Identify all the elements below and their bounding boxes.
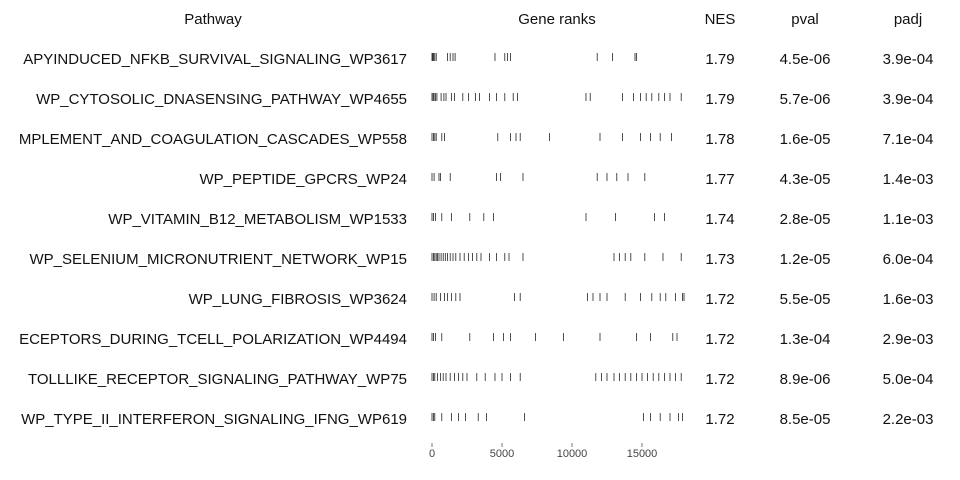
- pathway-name: WP_SELENIUM_MICRONUTRIENT_NETWORK_WP15: [29, 251, 407, 268]
- nes: 1.78: [705, 131, 734, 148]
- pval: 1.2e-05: [780, 251, 831, 268]
- pval: 5.7e-06: [780, 91, 831, 108]
- column-header: padj: [894, 11, 922, 28]
- pathway-name: WP_TYPE_II_INTERFERON_SIGNALING_IFNG_WP6…: [21, 411, 407, 428]
- pathway-name: WP_PEPTIDE_GPCRS_WP24: [199, 171, 407, 188]
- pval: 5.5e-05: [780, 291, 831, 308]
- pval: 2.8e-05: [780, 211, 831, 228]
- padj: 1.4e-03: [883, 171, 934, 188]
- nes: 1.79: [705, 91, 734, 108]
- column-header: Pathway: [184, 11, 242, 28]
- padj: 2.9e-03: [883, 331, 934, 348]
- pval: 1.3e-04: [780, 331, 831, 348]
- pathway-name: WP_LUNG_FIBROSIS_WP3624: [189, 291, 407, 308]
- pval: 4.3e-05: [780, 171, 831, 188]
- nes: 1.72: [705, 371, 734, 388]
- pathway-name: MPLEMENT_AND_COAGULATION_CASCADES_WP558: [19, 131, 407, 148]
- padj: 7.1e-04: [883, 131, 934, 148]
- column-header: Gene ranks: [518, 11, 596, 28]
- column-header: pval: [791, 11, 819, 28]
- pval: 4.5e-06: [780, 51, 831, 68]
- padj: 2.2e-03: [883, 411, 934, 428]
- nes: 1.72: [705, 411, 734, 428]
- x-tick-label: 15000: [627, 448, 658, 460]
- pval: 8.9e-06: [780, 371, 831, 388]
- pval: 8.5e-05: [780, 411, 831, 428]
- nes: 1.77: [705, 171, 734, 188]
- nes: 1.72: [705, 331, 734, 348]
- padj: 6.0e-04: [883, 251, 934, 268]
- x-tick-label: 10000: [557, 448, 588, 460]
- nes: 1.74: [705, 211, 734, 228]
- pathway-name: TOLLLIKE_RECEPTOR_SIGNALING_PATHWAY_WP75: [28, 371, 407, 388]
- pval: 1.6e-05: [780, 131, 831, 148]
- nes: 1.73: [705, 251, 734, 268]
- pathway-name: WP_VITAMIN_B12_METABOLISM_WP1533: [108, 211, 407, 228]
- padj: 3.9e-04: [883, 51, 934, 68]
- padj: 1.1e-03: [883, 211, 934, 228]
- x-tick-label: 5000: [490, 448, 514, 460]
- nes: 1.72: [705, 291, 734, 308]
- pathway-name: WP_CYTOSOLIC_DNASENSING_PATHWAY_WP4655: [36, 91, 407, 108]
- nes: 1.79: [705, 51, 734, 68]
- column-header: NES: [705, 11, 736, 28]
- padj: 3.9e-04: [883, 91, 934, 108]
- padj: 1.6e-03: [883, 291, 934, 308]
- x-tick-label: 0: [429, 448, 435, 460]
- padj: 5.0e-04: [883, 371, 934, 388]
- pathway-name: ECEPTORS_DURING_TCELL_POLARIZATION_WP449…: [19, 331, 407, 348]
- pathway-name: APYINDUCED_NFKB_SURVIVAL_SIGNALING_WP361…: [23, 51, 407, 68]
